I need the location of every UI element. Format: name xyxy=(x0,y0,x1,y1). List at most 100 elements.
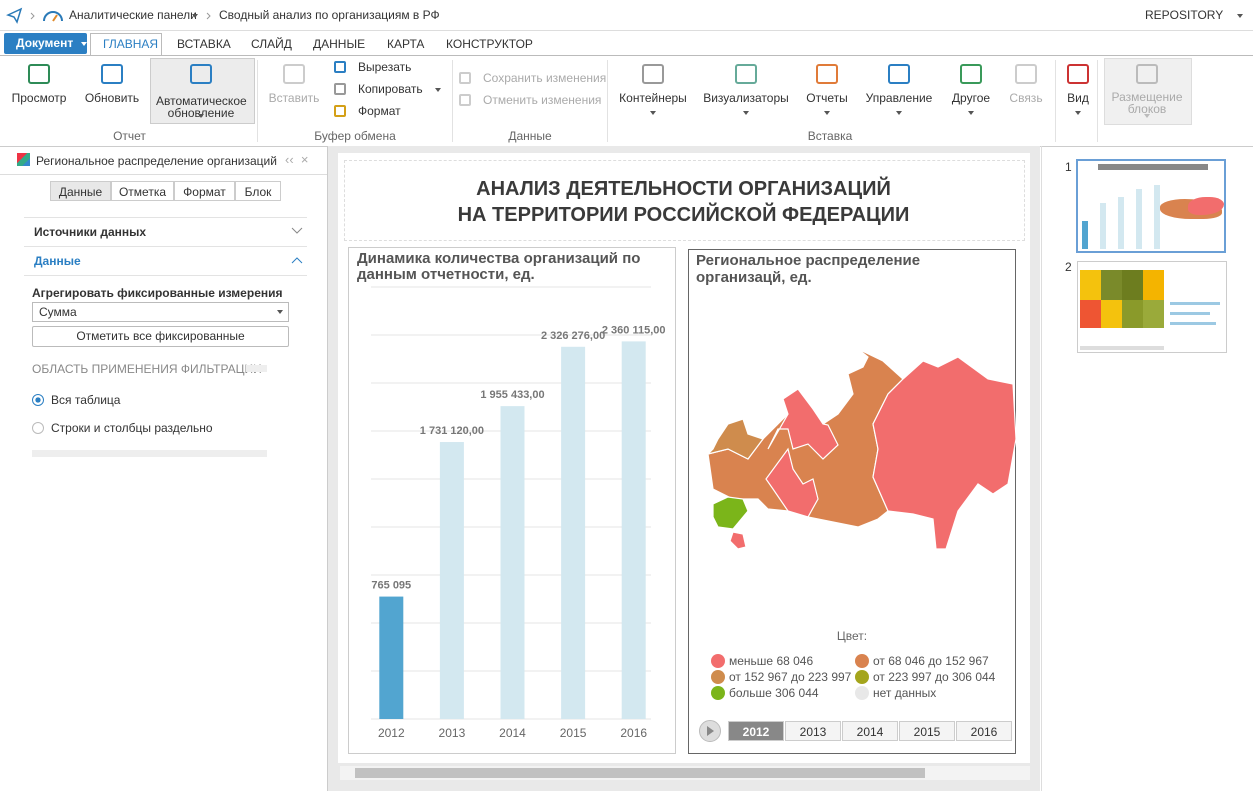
scrollbar xyxy=(340,766,1030,780)
ribbon-button[interactable]: Сохранить изменения xyxy=(483,71,607,85)
ribbon-button[interactable]: Контейнеры xyxy=(619,91,687,105)
separator xyxy=(257,60,258,142)
ribbon-button[interactable]: Отчеты xyxy=(806,91,848,105)
ribbon-button[interactable]: Визуализаторы xyxy=(703,91,789,105)
ribbon-button[interactable]: Просмотр xyxy=(11,91,67,105)
value-label: 765 095 xyxy=(371,580,411,592)
active-tab xyxy=(90,33,162,56)
ribbon-button[interactable]: Вставить xyxy=(268,91,320,105)
ribbon-button[interactable]: Автоматическое обновление xyxy=(156,94,247,120)
thumbnail[interactable] xyxy=(1076,159,1226,253)
value-label: 1 731 120,00 xyxy=(420,425,484,437)
ribbon-button[interactable]: Вид xyxy=(1067,91,1089,105)
menu-tab[interactable]: ВСТАВКА xyxy=(177,37,231,51)
legend-label: от 68 046 до 152 967 xyxy=(873,654,989,668)
bar xyxy=(379,596,404,719)
title-line: НА ТЕРРИТОРИИ РОССИЙСКОЙ ФЕДЕРАЦИИ xyxy=(457,204,910,226)
thumbnail[interactable] xyxy=(1077,261,1227,353)
bar xyxy=(246,365,267,372)
section[interactable]: Источники данных xyxy=(34,225,147,239)
caret xyxy=(1075,111,1081,115)
ribbon-icon xyxy=(960,64,982,84)
bar xyxy=(561,346,586,719)
ribbon-icon xyxy=(334,83,346,95)
breadcrumb[interactable]: Аналитические панели xyxy=(69,8,197,22)
year-button[interactable]: 2016 xyxy=(956,721,1012,741)
year-button[interactable]: 2013 xyxy=(785,721,841,741)
legend-label: нет данных xyxy=(873,686,937,700)
ribbon-button[interactable]: Управление xyxy=(865,91,933,105)
legend-label: от 223 997 до 306 044 xyxy=(873,670,996,684)
ribbon-button[interactable]: Размещение блоков xyxy=(1111,90,1183,116)
ribbon-button[interactable]: Обновить xyxy=(84,91,140,105)
separator xyxy=(1055,60,1056,142)
section[interactable]: Данные xyxy=(34,254,81,268)
group-label: Отчет xyxy=(113,129,146,143)
menu-tab[interactable]: СЛАЙД xyxy=(251,37,292,51)
ribbon-button[interactable]: Вырезать xyxy=(358,60,412,74)
divider xyxy=(0,174,327,175)
radio-label[interactable]: Строки и столбцы раздельно xyxy=(51,421,213,435)
legend-swatch xyxy=(711,670,725,684)
disabled-box xyxy=(1104,58,1192,125)
menu-tab[interactable]: ДАННЫЕ xyxy=(313,37,366,51)
caret xyxy=(968,111,974,115)
radio-label[interactable]: Вся таблица xyxy=(51,393,121,407)
chart-block xyxy=(348,247,676,754)
panel-tab[interactable]: Отметка xyxy=(111,181,174,201)
select[interactable]: Сумма xyxy=(32,302,289,322)
year-button[interactable]: 2015 xyxy=(899,721,955,741)
thumb-number: 2 xyxy=(1065,260,1072,274)
panel-tab[interactable]: Формат xyxy=(174,181,235,201)
x-tick-label: 2014 xyxy=(499,726,526,740)
radio[interactable] xyxy=(32,394,44,406)
caret xyxy=(1237,14,1243,18)
panel-controls[interactable]: ‹‹ × xyxy=(285,152,309,167)
ribbon-button[interactable]: Отменить изменения xyxy=(483,93,602,107)
separator xyxy=(1097,60,1098,142)
chevrons xyxy=(291,227,303,264)
legend-swatch xyxy=(711,654,725,668)
map-region xyxy=(729,531,747,550)
document-button[interactable]: Документ xyxy=(4,33,87,54)
map xyxy=(706,348,1016,550)
breadcrumb[interactable]: Сводный анализ по организациям в РФ xyxy=(219,8,440,22)
slide-title: АНАЛИЗ ДЕЯТЕЛЬНОСТИ ОРГАНИЗАЦИЙ НА ТЕРРИТ… xyxy=(344,176,1023,228)
left-panel xyxy=(0,146,328,791)
ribbon-button[interactable]: Связь xyxy=(1009,91,1043,105)
button[interactable]: Отметить все фиксированные xyxy=(32,326,289,347)
map-title: Региональное распределение организацй, е… xyxy=(696,252,921,286)
ribbon-button[interactable]: Другое xyxy=(951,91,991,105)
menu-tab[interactable]: ГЛАВНАЯ xyxy=(103,37,159,51)
ribbon-icon xyxy=(283,64,305,84)
radio[interactable] xyxy=(32,422,44,434)
x-tick-label: 2013 xyxy=(439,726,466,740)
toggle-box xyxy=(150,58,255,124)
ribbon-icon xyxy=(888,64,910,84)
title-block xyxy=(344,160,1025,241)
top-bar xyxy=(0,0,1253,31)
divider xyxy=(24,275,307,276)
ribbon-button[interactable]: Формат xyxy=(358,104,401,118)
map-region xyxy=(872,356,1016,550)
select-value: Сумма xyxy=(39,305,77,319)
panel-icon xyxy=(17,153,30,166)
year-button[interactable]: 2014 xyxy=(842,721,898,741)
caret xyxy=(435,88,441,92)
ribbon-icon xyxy=(459,94,471,106)
legend-swatch xyxy=(855,670,869,684)
thumb-panel xyxy=(1041,146,1253,791)
legend-swatch xyxy=(855,654,869,668)
ribbon-button[interactable]: Копировать xyxy=(358,82,423,96)
legend-swatch xyxy=(711,686,725,700)
panel-tab[interactable]: Блок xyxy=(235,181,281,201)
repository[interactable]: REPOSITORY xyxy=(1145,8,1224,22)
nav-icons xyxy=(6,7,63,24)
panel-tab[interactable]: Данные xyxy=(50,181,111,201)
menu-tab[interactable]: КАРТА xyxy=(387,37,425,51)
year-button[interactable]: 2012 xyxy=(728,721,784,741)
caret xyxy=(743,111,749,115)
legend-label: меньше 68 046 xyxy=(729,654,814,668)
menu-tab[interactable]: КОНСТРУКТОР xyxy=(446,37,533,51)
group-label: Вставка xyxy=(807,129,853,143)
